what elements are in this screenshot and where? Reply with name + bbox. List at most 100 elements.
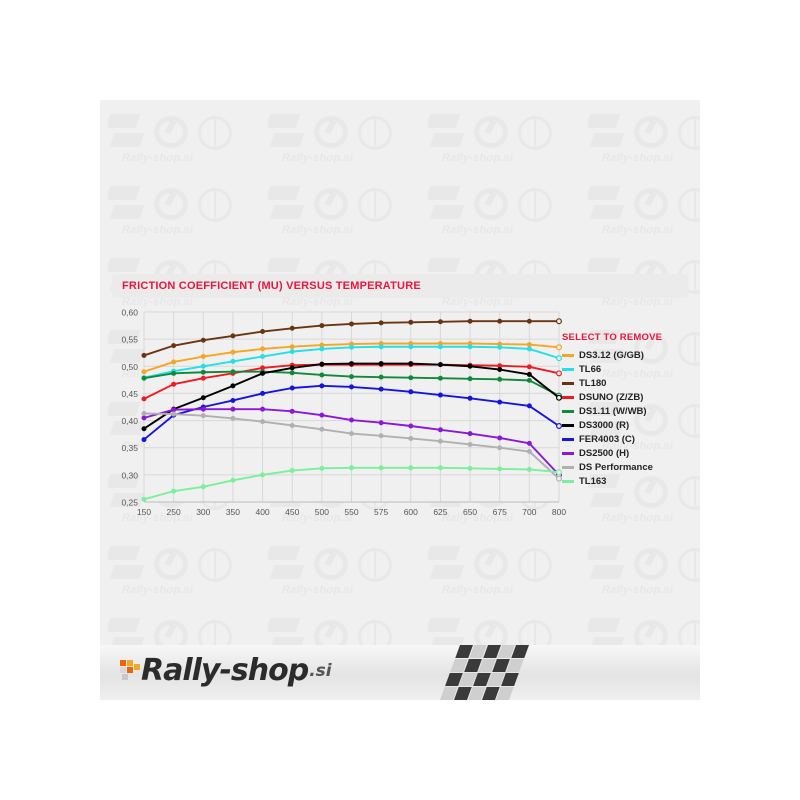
data-point[interactable]: [289, 408, 295, 414]
data-point[interactable]: [230, 397, 236, 403]
legend-item-tl180[interactable]: TL180: [562, 376, 692, 390]
data-point[interactable]: [378, 465, 384, 471]
data-point[interactable]: [141, 396, 147, 402]
data-point[interactable]: [378, 320, 384, 326]
series-ds2500-h[interactable]: [141, 406, 563, 478]
data-point[interactable]: [230, 369, 236, 375]
data-point[interactable]: [408, 423, 414, 429]
data-point[interactable]: [171, 381, 177, 387]
data-point[interactable]: [497, 376, 503, 382]
data-point[interactable]: [171, 411, 177, 417]
data-point[interactable]: [378, 433, 384, 439]
data-point[interactable]: [289, 385, 295, 391]
data-point[interactable]: [200, 354, 206, 360]
data-point[interactable]: [349, 374, 355, 380]
data-point[interactable]: [408, 389, 414, 395]
data-point[interactable]: [171, 343, 177, 349]
data-point[interactable]: [467, 431, 473, 437]
data-point[interactable]: [230, 333, 236, 339]
data-point[interactable]: [526, 449, 532, 455]
data-point[interactable]: [319, 426, 325, 432]
data-point[interactable]: [289, 468, 295, 474]
data-point[interactable]: [349, 417, 355, 423]
data-point[interactable]: [497, 367, 503, 373]
series-ds1-11-w-wb[interactable]: [141, 369, 563, 399]
data-point[interactable]: [141, 426, 147, 432]
legend-item-list[interactable]: DS3.12 (G/GB) TL66 TL180 DSUNO (Z/ZB) DS1.11…: [562, 348, 692, 488]
data-point[interactable]: [437, 427, 443, 433]
data-point[interactable]: [526, 371, 532, 377]
data-point[interactable]: [171, 370, 177, 376]
data-point[interactable]: [230, 349, 236, 355]
data-point[interactable]: [526, 403, 532, 409]
data-point[interactable]: [378, 374, 384, 380]
legend-item-ds2500-h[interactable]: DS2500 (H): [562, 446, 692, 460]
data-point[interactable]: [289, 349, 295, 355]
data-point[interactable]: [556, 318, 563, 325]
data-point[interactable]: [141, 411, 147, 417]
data-point[interactable]: [349, 384, 355, 390]
data-point[interactable]: [556, 475, 563, 482]
data-point[interactable]: [319, 361, 325, 367]
data-point[interactable]: [319, 346, 325, 352]
data-point[interactable]: [289, 365, 295, 371]
data-point[interactable]: [556, 469, 563, 476]
series-ds3-12-g-gb[interactable]: [141, 340, 563, 375]
data-point[interactable]: [408, 435, 414, 441]
data-point[interactable]: [260, 370, 266, 376]
data-point[interactable]: [200, 337, 206, 343]
legend-item-ds3-12-g-gb[interactable]: DS3.12 (G/GB): [562, 348, 692, 362]
data-point[interactable]: [200, 413, 206, 419]
data-point[interactable]: [260, 472, 266, 478]
data-point[interactable]: [260, 354, 266, 360]
data-point[interactable]: [467, 465, 473, 471]
data-point[interactable]: [378, 344, 384, 350]
data-point[interactable]: [526, 342, 532, 348]
data-point[interactable]: [200, 484, 206, 490]
data-point[interactable]: [230, 383, 236, 389]
data-point[interactable]: [437, 392, 443, 398]
data-point[interactable]: [200, 363, 206, 369]
data-point[interactable]: [437, 362, 443, 368]
data-point[interactable]: [260, 329, 266, 335]
data-point[interactable]: [260, 419, 266, 425]
data-point[interactable]: [497, 466, 503, 472]
data-point[interactable]: [467, 395, 473, 401]
data-point[interactable]: [556, 344, 563, 351]
data-point[interactable]: [556, 422, 563, 429]
data-point[interactable]: [497, 435, 503, 441]
data-point[interactable]: [289, 370, 295, 376]
data-point[interactable]: [319, 465, 325, 471]
data-point[interactable]: [141, 415, 147, 421]
data-point[interactable]: [497, 344, 503, 350]
data-point[interactable]: [230, 415, 236, 421]
data-point[interactable]: [200, 406, 206, 412]
data-point[interactable]: [200, 369, 206, 375]
data-point[interactable]: [319, 372, 325, 378]
data-point[interactable]: [437, 438, 443, 444]
data-point[interactable]: [378, 420, 384, 426]
data-point[interactable]: [437, 319, 443, 325]
series-ds-performance[interactable]: [141, 411, 563, 482]
data-point[interactable]: [260, 346, 266, 352]
data-point[interactable]: [319, 323, 325, 329]
data-point[interactable]: [556, 355, 563, 362]
data-point[interactable]: [408, 319, 414, 325]
data-point[interactable]: [171, 407, 177, 413]
data-point[interactable]: [467, 376, 473, 382]
data-point[interactable]: [289, 422, 295, 428]
data-point[interactable]: [497, 318, 503, 324]
data-point[interactable]: [497, 445, 503, 451]
chart-legend[interactable]: SELECT TO REMOVE DS3.12 (G/GB) TL66 TL180 D…: [562, 332, 692, 488]
data-point[interactable]: [408, 344, 414, 350]
data-point[interactable]: [526, 318, 532, 324]
data-point[interactable]: [289, 325, 295, 331]
data-point[interactable]: [141, 496, 147, 502]
data-point[interactable]: [319, 383, 325, 389]
data-point[interactable]: [141, 352, 147, 358]
series-tl66[interactable]: [141, 344, 563, 381]
data-point[interactable]: [467, 441, 473, 447]
data-point[interactable]: [349, 344, 355, 350]
data-point[interactable]: [408, 361, 414, 367]
data-point[interactable]: [349, 361, 355, 367]
